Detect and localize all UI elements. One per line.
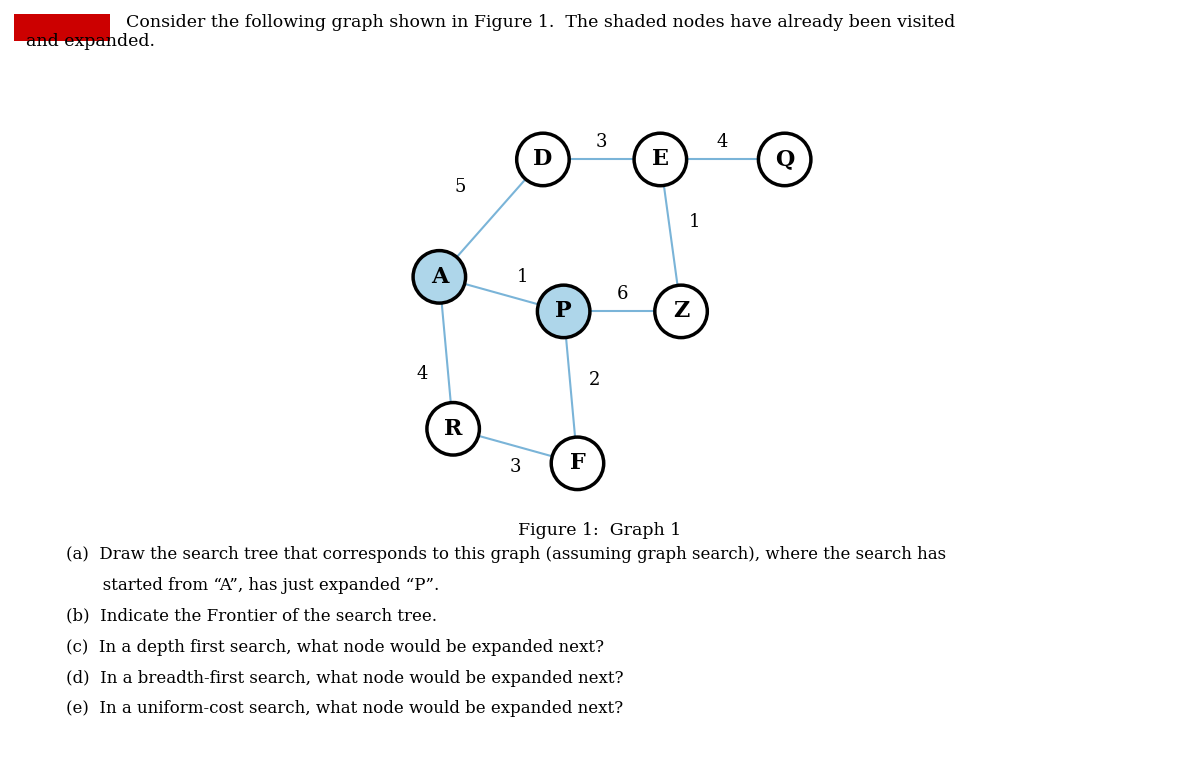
- Circle shape: [758, 133, 811, 186]
- Circle shape: [655, 285, 707, 337]
- Text: 3: 3: [510, 457, 521, 476]
- Text: Z: Z: [673, 300, 689, 323]
- Text: 1: 1: [689, 213, 701, 231]
- Text: Consider the following graph shown in Figure 1.  The shaded nodes have already b: Consider the following graph shown in Fi…: [126, 14, 955, 31]
- Text: 6: 6: [617, 285, 628, 303]
- Text: (b)  Indicate the Frontier of the search tree.: (b) Indicate the Frontier of the search …: [66, 608, 437, 625]
- Text: P: P: [556, 300, 572, 323]
- Circle shape: [634, 133, 686, 186]
- Text: 2: 2: [589, 372, 600, 389]
- Text: 1: 1: [516, 268, 528, 286]
- Circle shape: [413, 251, 466, 303]
- Text: (c)  In a depth first search, what node would be expanded next?: (c) In a depth first search, what node w…: [66, 639, 604, 656]
- Text: E: E: [652, 149, 668, 170]
- Text: (d)  In a breadth-first search, what node would be expanded next?: (d) In a breadth-first search, what node…: [66, 670, 624, 687]
- Text: 4: 4: [716, 133, 728, 151]
- Circle shape: [538, 285, 590, 337]
- Text: Q: Q: [775, 149, 794, 170]
- Text: Figure 1:  Graph 1: Figure 1: Graph 1: [518, 522, 682, 539]
- Text: and expanded.: and expanded.: [26, 33, 156, 50]
- Text: A: A: [431, 265, 448, 288]
- Circle shape: [551, 437, 604, 490]
- Text: started from “A”, has just expanded “P”.: started from “A”, has just expanded “P”.: [66, 577, 439, 594]
- Text: F: F: [570, 452, 586, 474]
- Text: 3: 3: [596, 133, 607, 151]
- Text: (a)  Draw the search tree that corresponds to this graph (assuming graph search): (a) Draw the search tree that correspond…: [66, 546, 946, 563]
- Text: (e)  In a uniform-cost search, what node would be expanded next?: (e) In a uniform-cost search, what node …: [66, 700, 623, 717]
- Text: 5: 5: [455, 178, 466, 196]
- Circle shape: [517, 133, 569, 186]
- Circle shape: [427, 402, 479, 455]
- Text: 4: 4: [416, 365, 427, 382]
- Text: R: R: [444, 418, 462, 440]
- Text: D: D: [533, 149, 552, 170]
